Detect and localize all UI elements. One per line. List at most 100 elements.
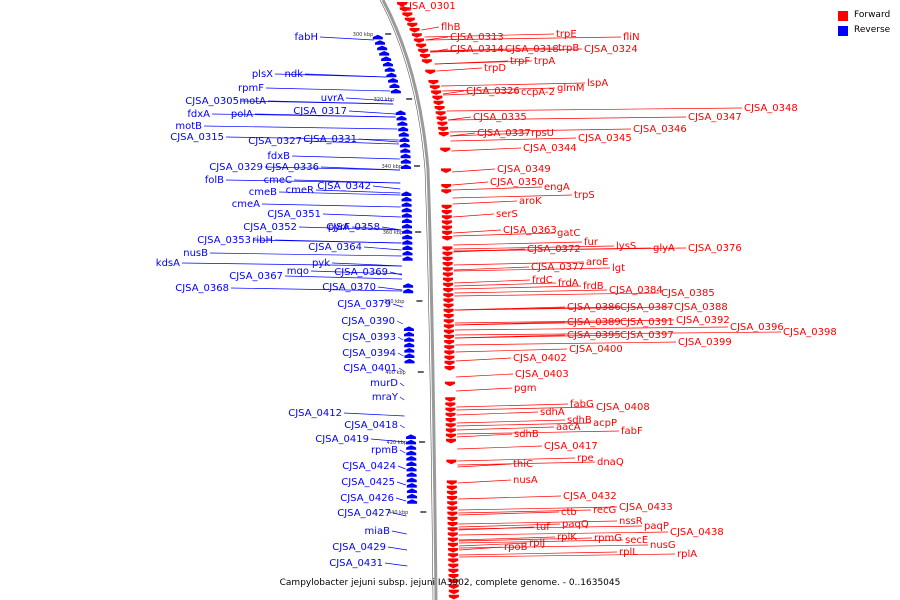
forward-gene-label: frdC	[532, 275, 553, 286]
reverse-gene-label: CJSA_0427	[337, 508, 391, 519]
forward-leader-line	[452, 168, 496, 173]
reverse-feature	[396, 115, 407, 121]
reverse-gene-label: fabH	[294, 32, 318, 43]
forward-feature	[444, 334, 455, 340]
reverse-gene-label: nusB	[183, 248, 208, 259]
reverse-gene-label: folB	[205, 175, 224, 186]
reverse-feature	[403, 288, 414, 294]
reverse-leader-line	[310, 270, 402, 275]
forward-feature	[428, 80, 439, 85]
reverse-leader-line	[397, 352, 404, 357]
forward-feature	[448, 589, 459, 595]
forward-gene-label: rplJ	[529, 538, 545, 549]
forward-gene-label: rplL	[619, 547, 638, 558]
forward-leader-line	[458, 536, 556, 541]
forward-gene-label: trpB	[558, 43, 579, 54]
forward-gene-label: fur	[584, 237, 599, 248]
forward-gene-label: CJSA_0346	[633, 124, 687, 135]
reverse-feature	[375, 40, 386, 45]
forward-leader-line	[458, 539, 624, 544]
reverse-feature	[400, 148, 411, 153]
forward-feature	[440, 168, 451, 173]
forward-leader-line	[452, 186, 543, 191]
reverse-feature	[407, 493, 418, 499]
reverse-feature	[401, 213, 412, 218]
reverse-leader-line	[320, 166, 401, 171]
reverse-feature	[406, 461, 417, 466]
forward-feature	[409, 28, 420, 33]
reverse-feature	[406, 450, 417, 456]
forward-gene-label: CJSA_0396	[730, 322, 784, 333]
reverse-leader-line	[343, 412, 405, 417]
reverse-gene-label: CJSA_0419	[315, 434, 369, 445]
forward-feature	[442, 272, 453, 277]
forward-feature	[447, 516, 458, 522]
forward-leader-line	[452, 200, 518, 205]
reverse-feature	[401, 207, 412, 213]
forward-feature	[442, 230, 453, 236]
reverse-gene-label: CJSA_0426	[340, 493, 394, 504]
forward-gene-label: CJSA_0344	[523, 143, 577, 154]
forward-feature	[438, 126, 449, 132]
forward-leader-line	[451, 147, 522, 152]
forward-feature	[448, 574, 459, 579]
forward-leader-line	[425, 36, 449, 41]
reverse-gene-label: CJSA_0394	[342, 348, 396, 359]
forward-gene-label: paqP	[644, 521, 669, 532]
reverse-gene-label: cmeB	[249, 187, 277, 198]
reverse-leader-line	[358, 138, 399, 143]
forward-gene-label: CJSA_0400	[569, 344, 623, 355]
forward-leader-line	[458, 531, 669, 536]
forward-leader-line	[458, 506, 618, 511]
reverse-leader-line	[203, 125, 398, 130]
forward-feature	[446, 490, 457, 496]
forward-gene-label: CJSA_0417	[544, 441, 598, 452]
reverse-leader-line	[370, 438, 406, 443]
reverse-gene-label: ndk	[285, 69, 304, 80]
forward-leader-line	[443, 91, 520, 96]
reverse-leader-line	[265, 87, 391, 92]
forward-feature	[443, 298, 454, 303]
forward-feature	[446, 485, 457, 491]
forward-gene-label: dnaQ	[597, 457, 624, 468]
reverse-leader-line	[298, 226, 402, 231]
forward-gene-label: CJSA_0313	[450, 32, 504, 43]
reverse-feature	[403, 283, 414, 288]
reverse-gene-label: CJSA_0379	[337, 299, 391, 310]
reverse-leader-line	[372, 185, 401, 190]
reverse-feature	[406, 477, 417, 483]
forward-feature	[443, 293, 454, 298]
reverse-feature	[399, 142, 410, 148]
forward-feature	[448, 584, 459, 589]
forward-leader-line	[456, 422, 592, 427]
forward-gene-label: thiC	[513, 459, 533, 470]
legend-item-forward: Forward	[838, 8, 890, 23]
forward-leader-line	[457, 463, 512, 468]
forward-gene-label: CJSA_0318	[505, 44, 559, 55]
reverse-leader-line	[351, 226, 402, 231]
forward-gene-label: sdhB	[514, 429, 539, 440]
forward-gene-label: CJSA_0438	[670, 527, 724, 538]
forward-leader-line	[458, 509, 592, 514]
reverse-leader-line	[377, 286, 403, 291]
forward-leader-line	[454, 289, 608, 294]
legend-label-reverse: Reverse	[854, 25, 891, 35]
reverse-feature	[404, 348, 415, 353]
forward-gene-label: lgt	[612, 263, 625, 274]
forward-feature	[447, 501, 458, 506]
forward-gene-label: CJSA_0392	[676, 315, 730, 326]
legend-label-forward: Forward	[854, 10, 891, 20]
reverse-gene-label: CJSA_0336	[265, 162, 319, 173]
forward-leader-line	[457, 479, 512, 484]
forward-leader-line	[436, 67, 483, 72]
reverse-leader-line	[396, 320, 404, 325]
forward-gene-label: aroE	[586, 257, 608, 268]
reverse-gene-label: CJSA_0431	[329, 558, 383, 569]
forward-feature	[447, 532, 458, 537]
forward-gene-label: trpE	[556, 29, 577, 40]
reverse-leader-line	[274, 239, 402, 244]
forward-leader-line	[453, 245, 615, 250]
forward-gene-label: ctb	[561, 507, 577, 518]
forward-feature	[421, 59, 432, 64]
